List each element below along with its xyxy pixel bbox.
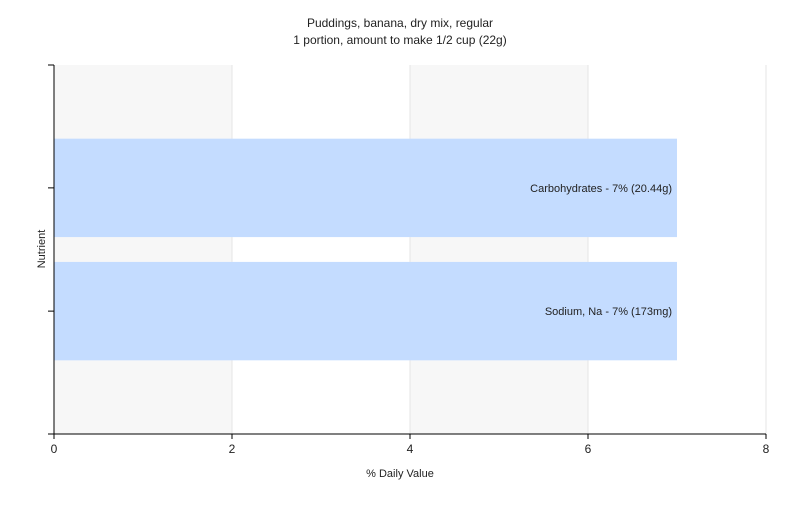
x-tick-label: 8 <box>763 442 770 456</box>
x-tick-label: 6 <box>585 442 592 456</box>
plot-band <box>410 65 588 434</box>
bar <box>54 138 677 238</box>
bar-data-label: Sodium, Na - 7% (173mg) <box>545 306 672 318</box>
x-tick-label: 4 <box>407 442 414 456</box>
x-tick-label: 2 <box>229 442 236 456</box>
bar <box>54 261 677 361</box>
plot-band <box>588 65 766 434</box>
y-axis-label: Nutrient <box>36 230 48 269</box>
chart-subtitle: 1 portion, amount to make 1/2 cup (22g) <box>293 33 507 47</box>
plot-band <box>232 65 410 434</box>
x-tick-label: 0 <box>51 442 58 456</box>
plot-band <box>54 65 232 434</box>
chart-title: Puddings, banana, dry mix, regular <box>306 16 494 30</box>
x-axis-label: % Daily Value <box>366 468 434 480</box>
bar-data-label: Carbohydrates - 7% (20.44g) <box>530 183 672 195</box>
